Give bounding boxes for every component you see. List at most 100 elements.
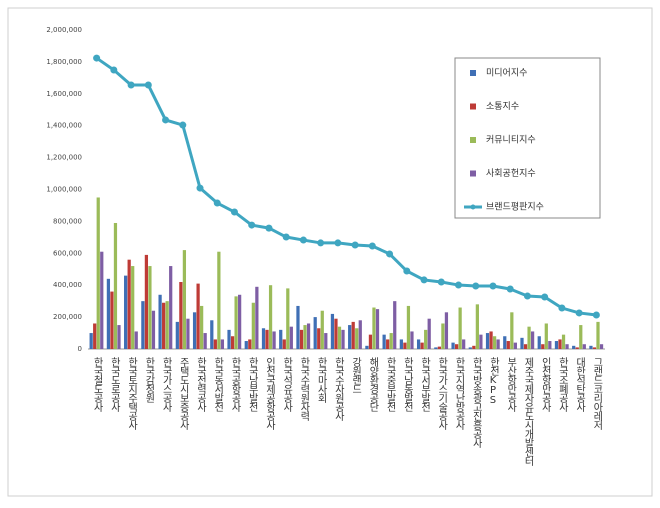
- bar: [424, 329, 428, 349]
- x-tick-label: 한국석유공사: [281, 357, 293, 413]
- line-marker: [93, 54, 101, 62]
- bar: [196, 283, 200, 349]
- bar: [572, 345, 576, 349]
- legend-label: 소통지수: [486, 101, 519, 112]
- bar: [393, 301, 397, 349]
- bar: [513, 342, 517, 349]
- bar: [582, 344, 586, 349]
- bar: [479, 334, 483, 349]
- bar: [286, 288, 290, 349]
- bar: [238, 294, 242, 349]
- bar: [530, 331, 535, 349]
- bar: [492, 336, 497, 349]
- y-tick-label: 1,200,000: [46, 154, 82, 162]
- x-tick-label: 해양환경공단: [367, 356, 379, 412]
- bar: [296, 305, 300, 349]
- x-tick-label: 주택도시보증공사: [177, 357, 189, 431]
- line-marker: [351, 241, 359, 249]
- line-marker: [317, 239, 325, 247]
- bar: [337, 326, 342, 349]
- line-marker: [282, 233, 290, 241]
- bar: [244, 341, 248, 349]
- x-tick-label: 한국마사회: [315, 357, 327, 404]
- bar: [565, 344, 569, 349]
- bar: [124, 275, 128, 349]
- x-tick-label: 한국수력원자력: [298, 357, 310, 422]
- legend-swatch: [470, 137, 476, 143]
- bar: [575, 347, 579, 349]
- line-marker: [592, 311, 600, 319]
- legend-label: 커뮤니티지수: [486, 135, 536, 146]
- bar: [537, 336, 541, 349]
- bar: [451, 342, 455, 349]
- x-tick-label: 한국공항공사: [229, 357, 241, 413]
- bar: [324, 333, 328, 349]
- bar: [475, 304, 479, 349]
- bar: [186, 318, 190, 349]
- legend-label: 브랜드평판지수: [486, 202, 544, 213]
- bar: [468, 347, 472, 349]
- line-marker: [299, 236, 307, 244]
- bar: [375, 309, 380, 349]
- bar: [203, 333, 207, 349]
- bar: [523, 344, 528, 349]
- legend-label: 사회공헌지수: [486, 168, 536, 179]
- x-tick-label: 인천항만공사: [539, 357, 551, 413]
- bar: [341, 329, 345, 349]
- bar: [544, 323, 548, 349]
- bar: [268, 285, 273, 349]
- bar: [592, 347, 597, 349]
- bar: [503, 336, 507, 349]
- x-tick-label: 한국방송광고진흥공사: [470, 357, 482, 449]
- bar: [279, 329, 283, 349]
- bar: [485, 333, 490, 349]
- y-tick-label: 200,000: [53, 313, 82, 321]
- legend-box: [454, 57, 601, 219]
- bar: [151, 310, 156, 349]
- line-marker: [265, 224, 273, 232]
- bar: [220, 339, 225, 349]
- bar: [441, 323, 445, 349]
- bar: [548, 341, 552, 349]
- y-tick-label: 1,400,000: [46, 122, 82, 130]
- line-marker: [541, 293, 549, 301]
- bar: [251, 302, 255, 349]
- line-marker: [368, 242, 376, 250]
- bar: [351, 321, 355, 349]
- bar: [89, 333, 93, 349]
- line-marker: [162, 116, 170, 124]
- bar: [462, 339, 466, 349]
- bar: [289, 326, 293, 349]
- legend-label: 미디어지수: [486, 68, 527, 79]
- bar: [496, 339, 500, 349]
- bar: [93, 323, 97, 349]
- bar: [162, 302, 166, 349]
- bar: [165, 301, 169, 349]
- line-marker: [230, 208, 238, 216]
- bar: [558, 339, 562, 349]
- line-marker: [575, 309, 583, 317]
- y-tick-label: 0: [78, 345, 82, 353]
- bar: [282, 339, 286, 349]
- line-marker: [472, 282, 480, 290]
- bar: [541, 344, 545, 349]
- bar: [444, 312, 449, 349]
- bar: [406, 305, 411, 349]
- bar: [192, 312, 197, 349]
- y-tick-label: 400,000: [53, 281, 82, 289]
- y-tick-label: 600,000: [53, 249, 82, 257]
- bar: [299, 329, 304, 349]
- bar: [265, 329, 269, 349]
- bar: [334, 318, 338, 349]
- x-tick-label: 강원랜드: [350, 357, 362, 393]
- x-tick-label: 한국토지주택공사: [126, 357, 138, 431]
- bar: [599, 344, 604, 349]
- bar: [175, 321, 179, 349]
- legend-swatch: [470, 103, 476, 110]
- bar: [169, 266, 173, 349]
- bar: [368, 334, 373, 349]
- line-marker: [248, 221, 256, 229]
- bar: [561, 334, 566, 349]
- x-tick-label: 한국지역난방공사: [453, 357, 465, 431]
- bar: [554, 341, 559, 349]
